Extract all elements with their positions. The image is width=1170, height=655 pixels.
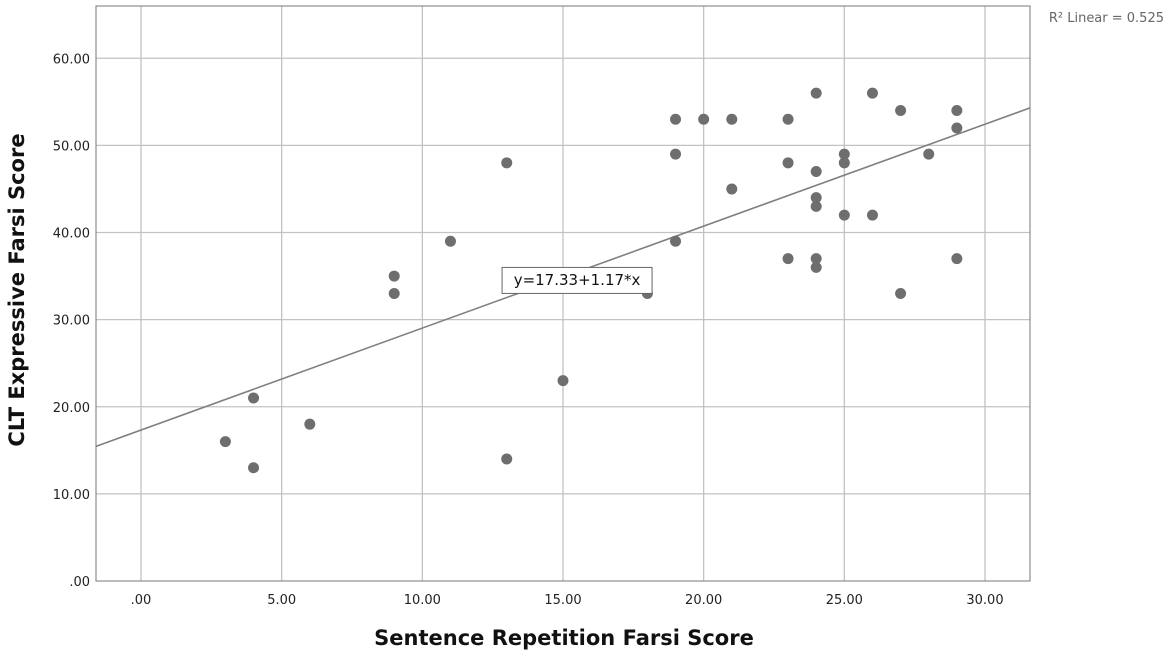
data-point bbox=[782, 157, 794, 169]
x-tick-label: 30.00 bbox=[966, 593, 1003, 608]
y-tick-labels: .00 10.00 20.00 30.00 40.00 50.00 60.00 bbox=[53, 52, 90, 590]
data-point bbox=[866, 87, 878, 99]
grid-x bbox=[140, 6, 986, 581]
data-point bbox=[248, 392, 260, 404]
plot-frame bbox=[95, 5, 1031, 582]
y-tick-label: .00 bbox=[69, 575, 90, 590]
data-point bbox=[304, 418, 316, 430]
y-tick-label: 10.00 bbox=[53, 488, 90, 503]
x-tick-label: 5.00 bbox=[267, 593, 296, 608]
data-point bbox=[838, 148, 850, 160]
data-point bbox=[810, 261, 822, 273]
data-point bbox=[810, 87, 822, 99]
data-points bbox=[219, 87, 963, 474]
data-point bbox=[670, 113, 682, 125]
data-point bbox=[670, 148, 682, 160]
data-point bbox=[951, 253, 963, 265]
data-point bbox=[782, 113, 794, 125]
data-point bbox=[670, 235, 682, 247]
data-point bbox=[557, 375, 569, 387]
data-point bbox=[388, 288, 400, 299]
x-tick-label: 15.00 bbox=[544, 593, 581, 608]
data-point bbox=[388, 270, 400, 282]
data-point bbox=[444, 235, 456, 247]
data-point bbox=[810, 200, 822, 212]
y-tick-label: 60.00 bbox=[53, 52, 90, 67]
y-tick-label: 30.00 bbox=[53, 314, 90, 329]
y-tick-label: 20.00 bbox=[53, 401, 90, 416]
data-point bbox=[810, 166, 822, 178]
fit-equation-frame bbox=[501, 266, 653, 294]
data-point bbox=[782, 253, 794, 265]
r2-label: R² Linear = 0.525 bbox=[1049, 11, 1164, 26]
y-axis-title: CLT Expressive Farsi Score bbox=[5, 133, 29, 446]
fit-equation-label: y=17.33+1.17*x bbox=[514, 271, 641, 289]
data-point bbox=[726, 183, 738, 195]
x-tick-label: .00 bbox=[131, 593, 152, 608]
data-point bbox=[838, 157, 850, 169]
y-tick-label: 50.00 bbox=[53, 139, 90, 154]
x-tick-label: 10.00 bbox=[404, 593, 441, 608]
x-tick-label: 25.00 bbox=[826, 593, 863, 608]
data-point bbox=[810, 192, 822, 204]
data-point bbox=[248, 462, 260, 474]
data-point bbox=[219, 436, 231, 448]
x-tick-label: 20.00 bbox=[685, 593, 722, 608]
data-point bbox=[866, 209, 878, 221]
data-point bbox=[501, 453, 513, 465]
x-tick-labels: .00 5.00 10.00 15.00 20.00 25.00 30.00 bbox=[131, 593, 1004, 608]
data-point bbox=[895, 288, 907, 299]
data-point bbox=[951, 122, 963, 134]
y-tick-label: 40.00 bbox=[53, 227, 90, 242]
data-point bbox=[726, 113, 738, 125]
fit-equation-box: y=17.33+1.17*x bbox=[501, 266, 653, 294]
data-point bbox=[501, 157, 513, 169]
data-point bbox=[698, 113, 710, 125]
data-point bbox=[810, 253, 822, 265]
data-point bbox=[923, 148, 935, 160]
data-point bbox=[951, 105, 963, 117]
data-point bbox=[838, 209, 850, 221]
data-point bbox=[895, 105, 907, 117]
x-axis-title: Sentence Repetition Farsi Score bbox=[374, 626, 754, 650]
